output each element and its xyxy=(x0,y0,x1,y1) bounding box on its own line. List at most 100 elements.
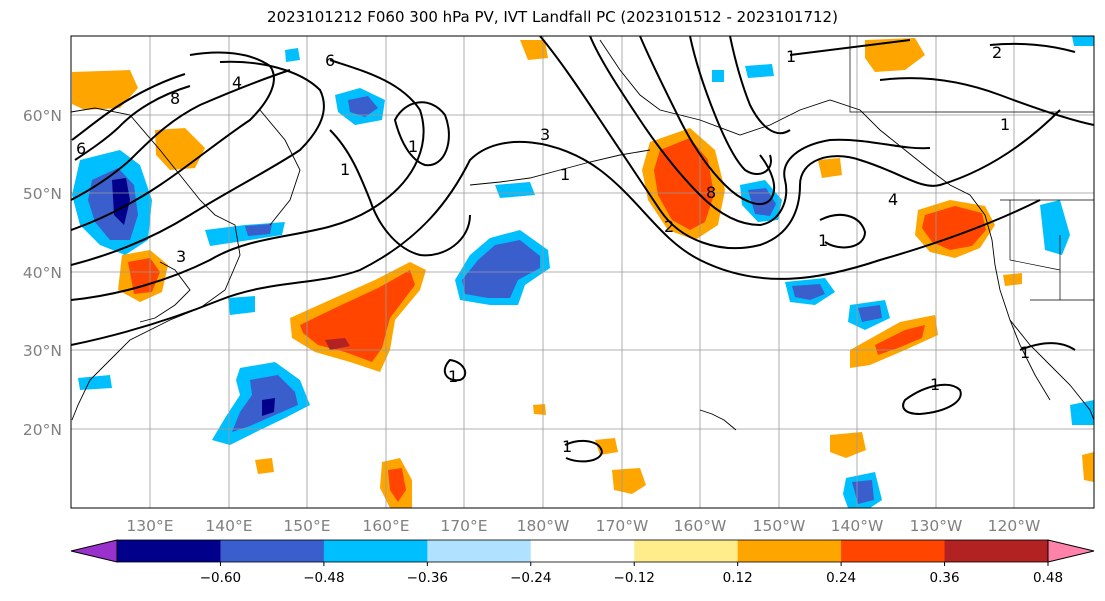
lon-label: 160°E xyxy=(362,517,409,535)
colorbar-segment xyxy=(737,540,842,562)
lon-label: 130°W xyxy=(910,517,963,535)
colorbar-ticks: −0.60 −0.48 −0.36 −0.24 −0.12 0.12 0.24 0.36 0.4… xyxy=(200,562,1063,586)
colorbar-segment xyxy=(944,540,1049,562)
contour-label: 1 xyxy=(930,375,940,394)
contour-line xyxy=(329,129,471,257)
contour-label: 3 xyxy=(176,247,186,266)
map-frame xyxy=(70,35,1095,509)
contour-label: 1 xyxy=(818,231,828,250)
hawaii-islands xyxy=(699,409,737,431)
contour-label: 1 xyxy=(560,165,570,184)
negative-anomaly xyxy=(112,178,130,225)
alaska-coast xyxy=(599,39,996,266)
contour-label: 1 xyxy=(340,160,350,179)
contour-line xyxy=(902,383,962,416)
contour-line xyxy=(789,39,911,56)
lat-label: 30°N xyxy=(23,342,62,360)
contour-label: 1 xyxy=(448,367,458,386)
contour-labels: 8 4 6 6 3 3 1 1 2 4 8 2 1 1 1 1 1 1 1 1 xyxy=(76,43,1030,456)
contour-label: 4 xyxy=(232,73,242,92)
coastlines xyxy=(71,39,1094,431)
aleutian-islands xyxy=(469,149,651,186)
negative-anomaly xyxy=(1072,36,1094,46)
positive-anomaly xyxy=(1082,452,1094,482)
positive-anomaly xyxy=(128,258,160,294)
longitude-labels: 130°E 140°E 150°E 160°E 170°E 180°W 170°… xyxy=(126,517,1040,535)
lon-label: 130°E xyxy=(126,517,173,535)
colorbar-outline xyxy=(116,539,1049,563)
lon-label: 180°W xyxy=(517,517,570,535)
positive-anomaly xyxy=(388,468,406,502)
lat-label: 60°N xyxy=(23,107,62,125)
graticule xyxy=(71,36,1094,508)
negative-anomaly xyxy=(712,70,724,82)
contour-line xyxy=(1019,342,1076,351)
contour-line xyxy=(71,51,275,231)
positive-anomaly xyxy=(612,468,646,494)
contour-label: 8 xyxy=(170,89,180,108)
contour-label: 2 xyxy=(992,43,1002,62)
map-content: 8 4 6 6 3 3 1 1 2 4 8 2 1 1 1 1 1 1 1 1 xyxy=(71,36,1094,508)
contour-label: 1 xyxy=(1020,343,1030,362)
namerica-coast xyxy=(994,264,1094,421)
lon-label: 140°E xyxy=(205,517,252,535)
borders xyxy=(849,36,1094,301)
contour-line xyxy=(393,101,450,167)
contour-line xyxy=(539,36,1061,250)
contour-line xyxy=(639,36,776,205)
lat-label: 40°N xyxy=(23,264,62,282)
negative-anomaly xyxy=(462,240,540,298)
colorbar-tick-label: −0.60 xyxy=(200,570,241,586)
lon-label: 150°W xyxy=(753,517,806,535)
positive-anomaly xyxy=(533,404,546,415)
contour-label: 1 xyxy=(562,437,572,456)
contour-label: 1 xyxy=(1000,115,1010,134)
lon-label: 120°W xyxy=(988,517,1041,535)
lon-label: 170°E xyxy=(440,517,487,535)
plot-title: 2023101212 F060 300 hPa PV, IVT Landfall… xyxy=(267,8,838,26)
contour-line xyxy=(729,36,791,135)
contour-label: 2 xyxy=(664,217,674,236)
negative-anomaly xyxy=(495,182,535,198)
negative-anomaly xyxy=(245,224,272,236)
contour-line xyxy=(71,73,186,141)
colorbar-extend-left xyxy=(70,539,118,563)
positive-anomaly xyxy=(72,70,138,110)
colorbar-tick-label: −0.36 xyxy=(407,570,448,586)
contour-label: 6 xyxy=(76,139,86,158)
contour-line xyxy=(689,36,772,175)
negative-anomaly xyxy=(748,188,776,216)
positive-anomaly xyxy=(865,38,925,72)
lon-label: 140°W xyxy=(831,517,884,535)
lat-label: 20°N xyxy=(23,421,62,439)
positive-anomaly xyxy=(818,158,842,178)
colorbar-segments xyxy=(117,540,1049,562)
colorbar-tick-label: 0.24 xyxy=(826,570,856,586)
negative-anomaly xyxy=(858,305,882,322)
colorbar-segment xyxy=(841,540,946,562)
contour-line xyxy=(71,60,325,266)
negative-anomaly xyxy=(348,96,378,117)
negative-anomaly xyxy=(228,296,255,315)
contour-line xyxy=(74,85,191,161)
contour-line xyxy=(819,213,867,249)
contour-line xyxy=(879,77,1094,126)
positive-anomaly xyxy=(520,40,548,60)
negative-anomaly xyxy=(1040,200,1070,255)
positive-anomaly xyxy=(922,206,986,250)
colorbar-tick-label: −0.24 xyxy=(510,570,551,586)
colorbar-segment xyxy=(634,540,739,562)
contour-line xyxy=(71,69,291,201)
contour-label: 3 xyxy=(540,125,550,144)
positive-anomaly xyxy=(255,458,274,474)
kamchatka-coast xyxy=(259,109,301,226)
contour-label: 6 xyxy=(325,51,335,70)
contour-label: 8 xyxy=(706,183,716,202)
positive-anomaly xyxy=(1003,273,1022,286)
lon-label: 160°W xyxy=(674,517,727,535)
negative-anomaly xyxy=(852,480,874,504)
negative-anomaly xyxy=(792,284,825,300)
colorbar-segment xyxy=(427,540,532,562)
asia-coast xyxy=(71,107,241,421)
